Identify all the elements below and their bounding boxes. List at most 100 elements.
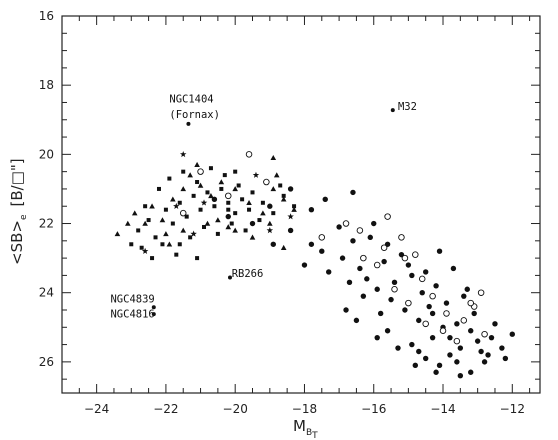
data-point-square xyxy=(139,245,144,250)
data-point-triangle xyxy=(273,172,280,178)
data-point-triangle xyxy=(225,224,232,230)
data-point-square xyxy=(195,180,200,185)
data-point-filled-circle xyxy=(350,238,356,244)
data-point-filled-circle xyxy=(374,334,380,341)
data-point-filled-circle xyxy=(391,279,398,286)
data-point-filled-circle xyxy=(499,345,505,351)
data-point-small-filled-circle xyxy=(151,305,156,310)
data-point-filled-circle xyxy=(225,213,231,220)
data-point-triangle xyxy=(280,244,287,250)
data-point-triangle xyxy=(260,210,266,216)
data-point-filled-circle xyxy=(367,234,373,241)
data-point-filled-circle xyxy=(416,317,422,324)
data-point-open-circle xyxy=(380,244,388,251)
y-tick-label: 18 xyxy=(39,78,54,92)
data-point-triangle xyxy=(215,217,221,223)
data-point-open-circle xyxy=(373,261,381,269)
data-point-star xyxy=(200,199,208,206)
data-point-star xyxy=(180,150,187,158)
data-point-square xyxy=(143,204,148,209)
data-point-open-circle xyxy=(412,251,419,258)
data-point-star xyxy=(287,213,294,220)
x-axis-label-subsub: T xyxy=(311,431,318,440)
data-point-square xyxy=(129,242,134,247)
data-point-filled-circle xyxy=(343,307,349,313)
data-point-square xyxy=(281,193,286,198)
data-point-triangle xyxy=(131,210,138,216)
data-point-triangle xyxy=(204,220,211,226)
data-point-triangle xyxy=(218,179,225,185)
data-point-triangle xyxy=(194,161,200,167)
y-tick-label: 26 xyxy=(39,355,54,369)
data-point-filled-circle xyxy=(319,248,325,254)
data-point-filled-circle xyxy=(336,224,342,230)
data-point-filled-circle xyxy=(402,307,408,313)
data-point-filled-circle xyxy=(346,279,353,286)
x-tick-label: −22 xyxy=(153,402,178,416)
y-tick-label: 20 xyxy=(39,147,54,161)
data-point-square xyxy=(222,173,227,178)
data-point-star xyxy=(141,247,149,254)
data-point-open-circle xyxy=(245,151,253,158)
data-point-triangle xyxy=(114,231,121,237)
data-point-open-circle xyxy=(384,213,391,220)
data-point-square xyxy=(271,211,276,216)
data-point-filled-circle xyxy=(377,310,384,317)
data-point-square xyxy=(188,235,193,240)
data-point-filled-circle xyxy=(419,289,425,296)
data-point-filled-circle xyxy=(468,328,474,334)
annotations: NGC1404 (Fornax) M32 RB266 NGC4839 NGC4816 xyxy=(110,93,416,320)
data-point-square xyxy=(163,207,168,212)
data-point-filled-circle xyxy=(416,348,422,355)
y-axis-ticks: 16 18 20 22 24 26 xyxy=(39,9,540,380)
data-point-open-circle xyxy=(422,320,429,328)
data-point-filled-circle xyxy=(457,373,464,379)
data-point-square xyxy=(198,207,203,212)
data-point-open-circle xyxy=(391,285,398,293)
data-point-filled-circle xyxy=(481,359,488,365)
data-point-square xyxy=(136,228,141,233)
data-point-square xyxy=(202,224,207,229)
data-point-square xyxy=(229,221,234,226)
annotation-label: NGC1404 xyxy=(169,93,213,105)
data-point-filled-circle xyxy=(474,338,481,344)
data-point-open-circle xyxy=(318,234,326,241)
data-point-filled-circle xyxy=(454,359,460,365)
data-point-filled-circle xyxy=(374,286,380,292)
data-point-filled-circle xyxy=(339,255,346,261)
data-point-square xyxy=(153,235,158,240)
data-point-square xyxy=(247,207,252,212)
data-point-square xyxy=(160,242,165,247)
data-point-filled-circle xyxy=(322,196,328,203)
data-point-square xyxy=(243,228,248,233)
data-point-open-circle xyxy=(467,299,474,307)
data-point-filled-circle xyxy=(429,310,436,317)
data-point-filled-circle xyxy=(502,355,509,362)
data-point-square xyxy=(184,214,189,219)
annotation-label: NGC4816 xyxy=(110,309,154,321)
data-point-triangle xyxy=(187,172,193,178)
y-axis-label-main: <SB> xyxy=(8,220,26,265)
data-point-square xyxy=(292,204,297,209)
data-point-square xyxy=(191,193,196,198)
data-point-filled-circle xyxy=(443,300,450,306)
data-point-filled-circle xyxy=(405,262,412,268)
data-point-filled-circle xyxy=(426,303,432,310)
data-point-star xyxy=(266,227,274,234)
data-point-square xyxy=(150,256,155,261)
data-point-filled-circle xyxy=(364,276,370,282)
data-point-triangle xyxy=(166,241,173,247)
data-point-triangle xyxy=(163,231,169,237)
annotation-label: NGC4839 xyxy=(110,293,154,305)
data-point-filled-circle xyxy=(488,334,495,341)
y-axis-label-sub: e xyxy=(19,214,29,220)
data-point-filled-circle xyxy=(287,186,294,192)
data-point-filled-circle xyxy=(422,355,429,362)
y-axis-label-units: [B/□"] xyxy=(8,158,26,206)
x-tick-label: −14 xyxy=(430,402,455,416)
data-point-filled-circle xyxy=(436,248,443,254)
data-point-small-filled-circle xyxy=(186,121,191,126)
data-point-filled-circle xyxy=(478,348,484,355)
annotation-label: (Fornax) xyxy=(169,109,220,121)
data-point-filled-circle xyxy=(454,321,460,327)
